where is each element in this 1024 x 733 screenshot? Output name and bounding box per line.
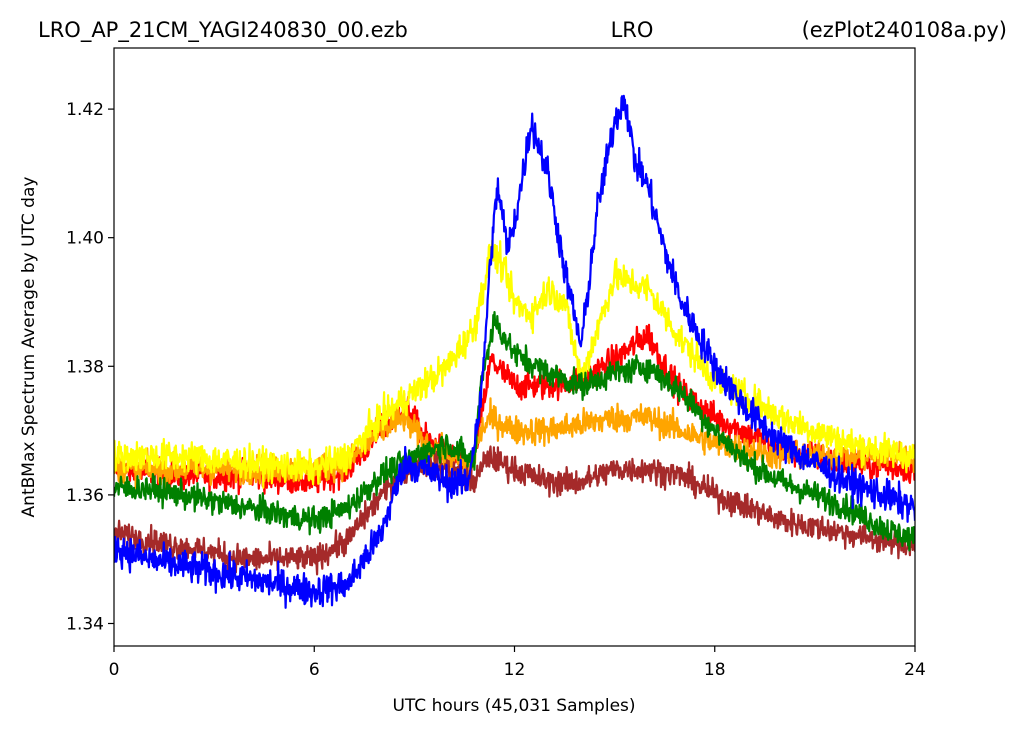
x-tick-label: 6	[309, 660, 320, 680]
chart-title-center: LRO	[611, 18, 654, 42]
series-layer	[114, 94, 915, 609]
x-axis-label: UTC hours (45,031 Samples)	[392, 696, 635, 716]
y-tick-label: 1.38	[66, 357, 104, 377]
x-axis: 0 6 12 18 24	[109, 646, 926, 680]
x-tick-label: 24	[904, 660, 926, 680]
y-tick-label: 1.40	[66, 229, 104, 249]
y-axis-label: AntBMax Spectrum Average by UTC day	[19, 177, 39, 518]
series-line-4	[114, 311, 915, 552]
y-tick-label: 1.36	[66, 486, 104, 506]
x-tick-label: 18	[704, 660, 726, 680]
chart-title-right: (ezPlot240108a.py)	[802, 18, 1007, 42]
y-tick-label: 1.42	[66, 100, 104, 120]
chart-title-left: LRO_AP_21CM_YAGI240830_00.ezb	[38, 18, 408, 43]
series-line-5	[114, 94, 915, 609]
x-tick-label: 0	[109, 660, 120, 680]
series-line-1	[114, 397, 915, 490]
y-axis: 1.34 1.36 1.38 1.40 1.42	[66, 100, 114, 634]
x-tick-label: 12	[504, 660, 526, 680]
y-tick-label: 1.34	[66, 614, 104, 634]
series-line-2	[114, 239, 915, 489]
